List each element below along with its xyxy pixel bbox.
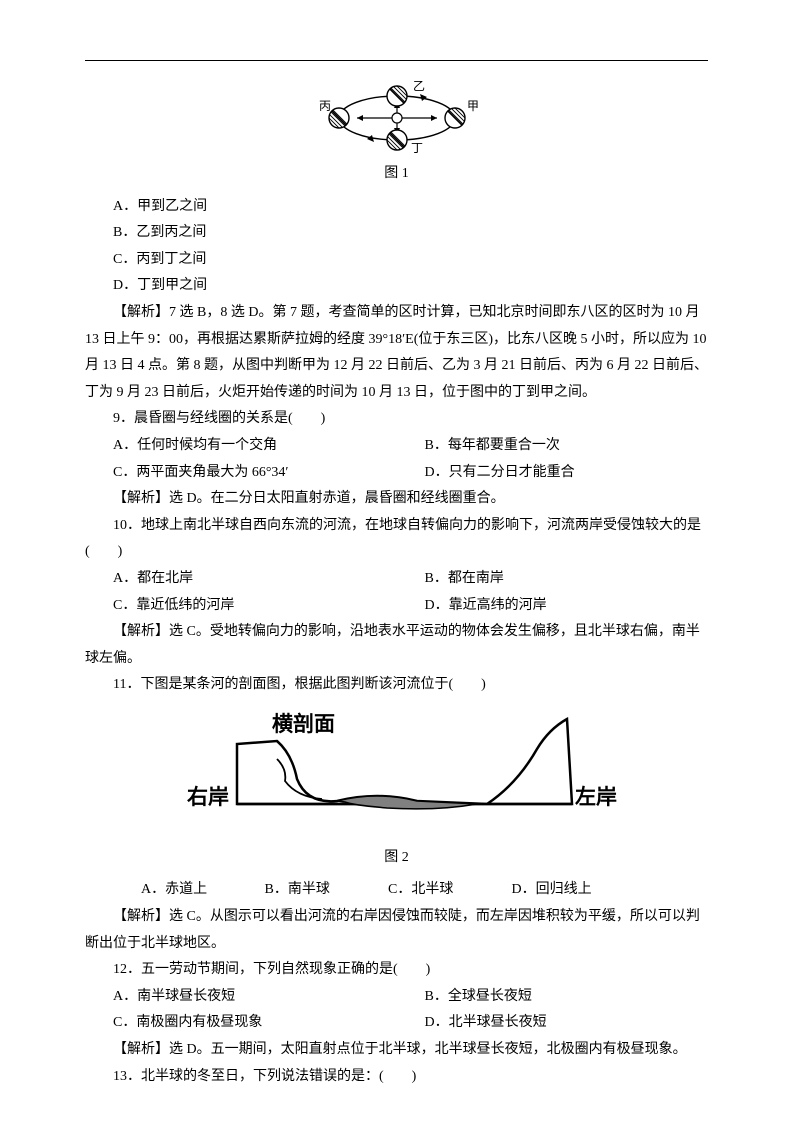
q12-c: C．南极圈内有极昼现象 [85,1010,397,1037]
q11-d: D．回归线上 [484,877,604,904]
label-jia: 甲 [467,99,479,113]
figure-2-caption: 图 2 [85,845,708,872]
figure-1: 乙 甲 丁 丙 [85,80,708,155]
opt-b: B．乙到丙之间 [85,220,708,247]
q10-opts-row2: C．靠近低纬的河岸 D．靠近高纬的河岸 [85,593,708,620]
figure-2: 横剖面 右岸 左岸 [85,709,708,839]
q12-explain: 【解析】选 D。五一期间，太阳直射点位于北半球，北半球昼长夜短，北极圈内有极昼现… [85,1037,708,1064]
q10-opts-row1: A．都在北岸 B．都在南岸 [85,566,708,593]
q9-explain: 【解析】选 D。在二分日太阳直射赤道，晨昏圈和经线圈重合。 [85,486,708,513]
q11-a: A．赤道上 [113,877,233,904]
document-page: 乙 甲 丁 丙 图 1 A．甲到乙之间 B．乙到丙之间 C．丙到丁之间 D．丁到… [0,0,793,1122]
q9-d: D．只有二分日才能重合 [397,460,709,487]
q11-b: B．南半球 [237,877,357,904]
header-rule [85,60,708,61]
q9-b: B．每年都要重合一次 [397,433,709,460]
fig2-title: 横剖面 [272,712,335,736]
q9-c: C．两平面夹角最大为 66°34′ [85,460,397,487]
q10-stem: 10．地球上南北半球自西向东流的河流，在地球自转偏向力的影响下，河流两岸受侵蚀较… [85,513,708,566]
fig2-right: 左岸 [575,785,617,809]
orbit-diagram: 乙 甲 丁 丙 [307,80,487,155]
q11-opts: A．赤道上 B．南半球 C．北半球 D．回归线上 [85,877,708,904]
label-bing: 丙 [319,99,331,113]
q9-a: A．任何时候均有一个交角 [85,433,397,460]
q11-c: C．北半球 [360,877,480,904]
q13-stem: 13．北半球的冬至日，下列说法错误的是：( ) [85,1064,708,1091]
q10-c: C．靠近低纬的河岸 [85,593,397,620]
opt-d: D．丁到甲之间 [85,273,708,300]
q9-stem: 9．晨昏圈与经线圈的关系是( ) [85,406,708,433]
q10-d: D．靠近高纬的河岸 [397,593,709,620]
q12-opts-row2: C．南极圈内有极昼现象 D．北半球昼长夜短 [85,1010,708,1037]
q9-opts-row1: A．任何时候均有一个交角 B．每年都要重合一次 [85,433,708,460]
q10-b: B．都在南岸 [397,566,709,593]
q10-explain: 【解析】选 C。受地转偏向力的影响，沿地表水平运动的物体会发生偏移，且北半球右偏… [85,619,708,672]
opt-a: A．甲到乙之间 [85,194,708,221]
label-ding: 丁 [411,141,423,155]
label-yi: 乙 [413,80,425,93]
q11-explain: 【解析】选 C。从图示可以看出河流的右岸因侵蚀而较陡，而左岸因堆积较为平缓，所以… [85,904,708,957]
river-cross-section: 横剖面 右岸 左岸 [177,709,617,839]
q12-d: D．北半球昼长夜短 [397,1010,709,1037]
q12-stem: 12．五一劳动节期间，下列自然现象正确的是( ) [85,957,708,984]
figure-1-caption: 图 1 [85,161,708,188]
opt-c: C．丙到丁之间 [85,247,708,274]
q11-stem: 11．下图是某条河的剖面图，根据此图判断该河流位于( ) [85,672,708,699]
q9-opts-row2: C．两平面夹角最大为 66°34′ D．只有二分日才能重合 [85,460,708,487]
explain-7-8: 【解析】7 选 B，8 选 D。第 7 题，考查简单的区时计算，已知北京时间即东… [85,300,708,406]
q12-a: A．南半球昼长夜短 [85,984,397,1011]
q10-a: A．都在北岸 [85,566,397,593]
q12-opts-row1: A．南半球昼长夜短 B．全球昼长夜短 [85,984,708,1011]
fig2-left: 右岸 [187,785,229,809]
q12-b: B．全球昼长夜短 [397,984,709,1011]
